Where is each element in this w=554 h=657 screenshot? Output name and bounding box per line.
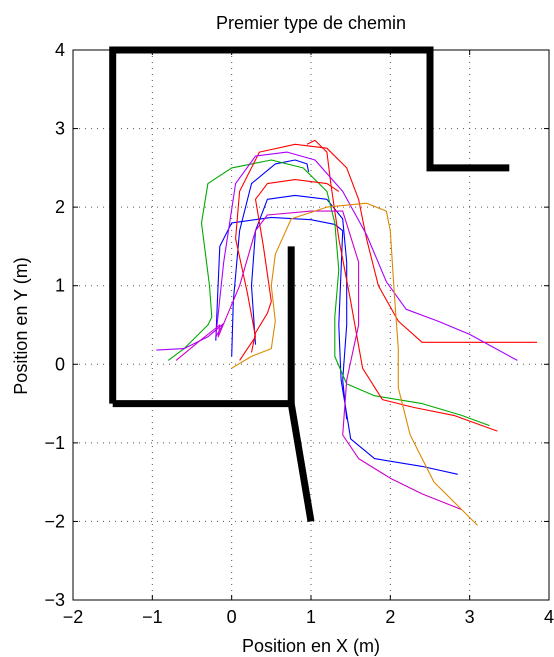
trajectory-10 <box>231 202 478 526</box>
x-tick-label: 0 <box>227 607 237 627</box>
x-tick-label: 3 <box>465 607 475 627</box>
trajectories <box>156 139 538 526</box>
y-tick-label: −2 <box>44 511 65 531</box>
trajectory-7 <box>306 139 498 432</box>
y-tick-label: 4 <box>55 40 65 60</box>
trajectory-4 <box>167 159 490 427</box>
trajectory-3 <box>250 194 348 420</box>
x-tick-label: 1 <box>306 607 316 627</box>
y-tick-label: 1 <box>55 276 65 296</box>
chart-title: Premier type de chemin <box>216 13 406 33</box>
y-tick-label: −3 <box>44 590 65 610</box>
trajectory-2 <box>231 159 310 357</box>
trajectory-9 <box>175 210 462 511</box>
x-axis-label: Position en X (m) <box>242 636 380 656</box>
trajectory-8 <box>156 151 518 361</box>
y-axis-label: Position en Y (m) <box>11 257 31 394</box>
trajectory-5 <box>235 143 538 361</box>
x-tick-label: 2 <box>385 607 395 627</box>
trajectory-1 <box>215 216 458 475</box>
y-tick-label: 2 <box>55 197 65 217</box>
x-tick-label: −1 <box>142 607 163 627</box>
x-tick-label: −2 <box>63 607 84 627</box>
y-tick-label: 3 <box>55 119 65 139</box>
trajectory-6 <box>250 179 340 353</box>
y-tick-label: −1 <box>44 433 65 453</box>
y-tick-label: 0 <box>55 354 65 374</box>
x-tick-label: 4 <box>544 607 554 627</box>
grid <box>73 50 549 600</box>
